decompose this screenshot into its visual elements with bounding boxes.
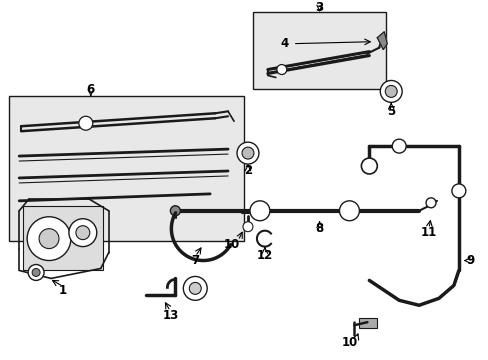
Text: 10: 10 [341, 336, 357, 348]
Text: 13: 13 [162, 309, 178, 322]
Text: 4: 4 [280, 37, 288, 50]
Bar [252, 12, 386, 89]
Text: 8: 8 [315, 222, 323, 235]
Circle shape [76, 226, 90, 240]
Bar [359, 318, 377, 328]
Text: 12: 12 [256, 249, 272, 262]
Circle shape [189, 282, 201, 294]
Text: 1: 1 [59, 284, 67, 297]
Text: 6: 6 [86, 83, 95, 96]
Text: 3: 3 [315, 1, 323, 14]
Text: 10: 10 [224, 238, 240, 251]
Polygon shape [377, 32, 386, 50]
Circle shape [380, 81, 401, 102]
Text: 7: 7 [191, 254, 199, 267]
Circle shape [27, 217, 71, 261]
Circle shape [243, 222, 252, 232]
Circle shape [361, 158, 377, 174]
Circle shape [425, 198, 435, 208]
Bar [23, 206, 102, 270]
Circle shape [385, 85, 396, 97]
Text: 5: 5 [386, 105, 394, 118]
Circle shape [69, 219, 97, 247]
Text: 11: 11 [420, 226, 436, 239]
Circle shape [242, 147, 253, 159]
Circle shape [339, 201, 359, 221]
Text: 2: 2 [244, 165, 251, 177]
Circle shape [391, 139, 406, 153]
Text: 9: 9 [466, 254, 474, 267]
Circle shape [28, 265, 44, 280]
Circle shape [249, 201, 269, 221]
Circle shape [39, 229, 59, 249]
Bar [9, 96, 244, 240]
Circle shape [276, 64, 286, 75]
Circle shape [237, 142, 258, 164]
Circle shape [451, 184, 465, 198]
Circle shape [170, 206, 180, 216]
Circle shape [183, 276, 207, 300]
Circle shape [32, 269, 40, 276]
Circle shape [79, 116, 93, 130]
